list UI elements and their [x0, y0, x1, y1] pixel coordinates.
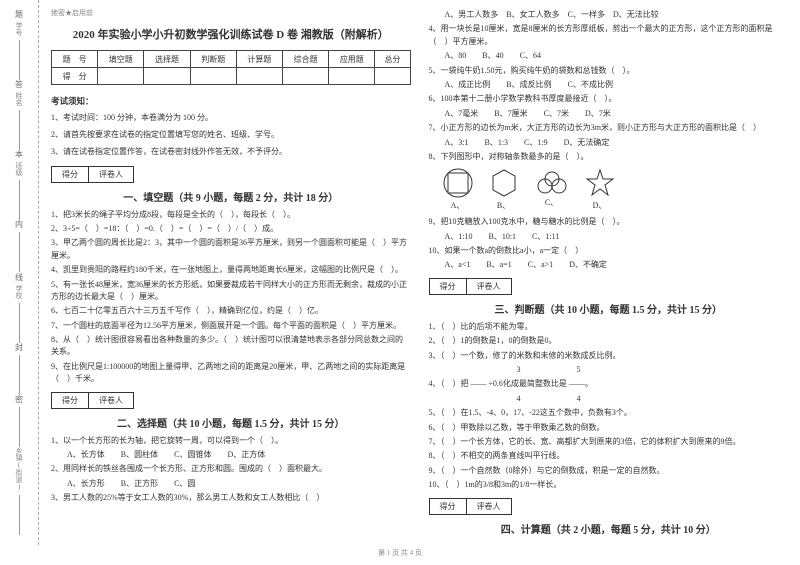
notice-3: 3、请在试卷指定位置作答，在试卷密封线外作答无效，不予评分。 — [51, 146, 411, 157]
s3-q4b: 4 4 — [429, 393, 789, 405]
score-col-2: 选择题 — [144, 51, 190, 68]
s2-q3o: A、男工人数多 B、女工人数多 C、一样多 D、无法比较 — [429, 9, 789, 21]
s3-q6: 6、（ ）甲数除以乙数，等于甲数乘乙数的倒数。 — [429, 422, 789, 434]
s2-q10o: A、a<1 B、a=1 C、a>1 D、不确定 — [429, 259, 789, 271]
shape-d: D、 — [585, 168, 615, 211]
scorebox-score: 得分 — [51, 166, 89, 183]
s2-q4: 4、用一块长是10厘米，宽是8厘米的长方形厚纸板，剪出一个最大的正方形，这个正方… — [429, 23, 789, 48]
score-col-5: 综合题 — [283, 51, 329, 68]
scorebox-grader-3: 评卷人 — [466, 278, 512, 295]
square-icon — [443, 168, 473, 198]
s1-q5: 5、有一张长48厘米，宽36厘米的长方形纸，如果要裁成若干同样大小的正方形而无剩… — [51, 279, 411, 304]
s3-q10: 10、（ ）1m的3/8和3m的1/8一样长。 — [429, 479, 789, 491]
shape-options: A、 B、 C、 D、 — [443, 168, 789, 211]
score-col-7: 总分 — [375, 51, 410, 68]
sidebar-slot-5: 封 — [14, 343, 25, 395]
left-column: 绝密★启用前 2020 年实验小学小升初数学强化训练试卷 D 卷 湘教版（附解析… — [51, 8, 411, 537]
scorebox-2: 得分 评卷人 — [51, 392, 411, 409]
s1-q3: 3、甲乙两个圆的周长比是2：3，其中一个圆的面积是36平方厘米，则另一个圆面积可… — [51, 237, 411, 262]
star-icon — [585, 168, 615, 198]
score-col-6: 应用题 — [329, 51, 375, 68]
section4-title: 四、计算题（共 2 小题，每题 5 分，共计 10 分） — [429, 521, 789, 536]
s2-q3: 3、男工人数的25%等于女工人数的30%，那么男工人数和女工人数相比（ ） — [51, 492, 411, 504]
s1-q4: 4、凯里到贵阳的路程约180千米，在一张地图上，量得两地距离长6厘米，这幅图的比… — [51, 264, 411, 276]
s2-q7o: A、3:1 B、1:3 C、1:9 D、无法确定 — [429, 137, 789, 149]
section1-title: 一、填空题（共 9 小题，每题 2 分，共计 18 分） — [51, 189, 411, 204]
scorebox-4: 得分 评卷人 — [429, 498, 789, 515]
s3-q3: 3、（ ）一个数，修了的米数和未修的米数成反比例。 — [429, 350, 789, 362]
score-col-4: 计算题 — [236, 51, 282, 68]
scorebox-grader: 评卷人 — [88, 166, 134, 183]
s2-q8: 8、下列图形中，对称轴条数最多的是（ ）。 — [429, 151, 789, 163]
sidebar-slot-6: 密 — [14, 395, 25, 447]
s2-q2o: A、长方形 B、正方形 C、圆 — [51, 478, 411, 490]
score-col-0: 题 号 — [52, 51, 98, 68]
s2-q9: 9、把10克糖放入100克水中，糖与糖水的比例是（ ）。 — [429, 216, 789, 228]
hexagon-icon — [489, 168, 519, 198]
sidebar-slot-0: 题学号 — [14, 10, 25, 80]
sidebar-slot-2: 本班级 — [14, 150, 25, 220]
s2-q1: 1、以一个长方形的长为轴，把它旋转一周，可以得到一个（ ）。 — [51, 435, 411, 447]
s3-q4a: 3 5 — [429, 364, 789, 376]
s3-q1: 1、（ ）比的后项不能为零。 — [429, 321, 789, 333]
score-row2: 得 分 — [52, 68, 98, 85]
score-col-3: 判断题 — [190, 51, 236, 68]
scorebox-grader-2: 评卷人 — [88, 392, 134, 409]
scorebox-grader-4: 评卷人 — [466, 498, 512, 515]
scorebox-score-4: 得分 — [429, 498, 467, 515]
s3-q5: 5、（ ）在1.5、-4、0，17、-22这五个数中，负数有3个。 — [429, 407, 789, 419]
scorebox-3: 得分 评卷人 — [429, 278, 789, 295]
s2-q9o: A、1:10 B、10:1 C、1:11 — [429, 231, 789, 243]
s2-q6o: A、7毫米 B、7厘米 C、7米 D、7米 — [429, 108, 789, 120]
s3-q7: 7、（ ）一个长方体，它的长、宽、高都扩大到原来的3倍，它的体积扩大到原来的9倍… — [429, 436, 789, 448]
main-content: 绝密★启用前 2020 年实验小学小升初数学强化训练试卷 D 卷 湘教版（附解析… — [39, 0, 800, 545]
page-footer: 第 1 页 共 4 页 — [0, 545, 800, 561]
shape-a: A、 — [443, 168, 473, 211]
s2-q10: 10、如果一个数a的倒数比a小，a一定（ ） — [429, 245, 789, 257]
right-column: A、男工人数多 B、女工人数多 C、一样多 D、无法比较 4、用一块长是10厘米… — [429, 8, 789, 537]
s1-q2: 2、3÷5=（ ）=18：（ ）=0.（ ）=（ ）=（ ）/（ ）成。 — [51, 223, 411, 235]
section2-title: 二、选择题（共 10 小题，每题 1.5 分，共计 15 分） — [51, 415, 411, 430]
shape-c: C、 — [535, 171, 569, 208]
sidebar-slot-3: 内 — [14, 220, 25, 272]
score-table: 题 号 填空题 选择题 判断题 计算题 综合题 应用题 总分 得 分 — [51, 50, 411, 85]
s3-q9: 9、（ ）一个自然数（0除外）与它的倒数成，积是一定的自然数。 — [429, 465, 789, 477]
s2-q4o: A、80 B、40 C、64 — [429, 50, 789, 62]
s2-q7: 7、小正方形的边长为m米，大正方形的边长为3m米，则小正方形与大正方形的面积比是… — [429, 122, 789, 134]
s2-q5: 5、一袋纯牛奶1.50元，购买纯牛奶的袋数和总钱数（ ）。 — [429, 65, 789, 77]
sidebar-slot-7: 乡镇(街道) — [14, 447, 24, 535]
s1-q9: 9、在比例尺是1:100000的地图上量得甲、乙两地之间的距离是20厘米，甲、乙… — [51, 361, 411, 386]
exam-title: 2020 年实验小学小升初数学强化训练试卷 D 卷 湘教版（附解析） — [51, 26, 411, 42]
confidential-label: 绝密★启用前 — [51, 8, 411, 18]
notice-title: 考试须知： — [51, 95, 411, 107]
scorebox-score-3: 得分 — [429, 278, 467, 295]
score-col-1: 填空题 — [98, 51, 144, 68]
s2-q2: 2、用同样长的铁丝各围成一个长方形、正方形和圆。围成的（ ）面积最大。 — [51, 463, 411, 475]
binding-sidebar: 题学号 答姓名 本班级 内 线学校 封 密 乡镇(街道) — [0, 0, 39, 545]
s2-q6: 6、100本第十二册小学数学教科书厚度最接近（ ）。 — [429, 93, 789, 105]
shape-b: B、 — [489, 168, 519, 211]
s1-q7: 7、一个圆柱的底面半径为12.56平方厘米，侧面展开是一个圆。每个平面的面积是（… — [51, 320, 411, 332]
s2-q1o: A、长方体 B、圆柱体 C、圆锥体 D、正方体 — [51, 449, 411, 461]
scorebox-1: 得分 评卷人 — [51, 166, 411, 183]
scorebox-score-2: 得分 — [51, 392, 89, 409]
s1-q6: 6、七百二十亿零五百六十三万五千写作（ ），精确到亿位，约是（ ）亿。 — [51, 305, 411, 317]
s3-q2: 2、（ ）1的倒数是1，0的倒数是0。 — [429, 335, 789, 347]
exam-page: 题学号 答姓名 本班级 内 线学校 封 密 乡镇(街道) 绝密★启用前 2020… — [0, 0, 800, 545]
notice-2: 2、请首先按要求在试卷的指定位置填写您的姓名、班级、学号。 — [51, 129, 411, 140]
s2-q5o: A、成正比例 B、成反比例 C、不成比例 — [429, 79, 789, 91]
sidebar-slot-1: 答姓名 — [14, 80, 25, 150]
s1-q8: 8、从（ ）统计图很容易看出各种数量的多少。（ ）统计图可以很清楚地表示各部分同… — [51, 334, 411, 359]
s3-q4: 4、（ ）把 —— ÷0.6化成最简整数比是 ——。 — [429, 378, 789, 390]
section3-title: 三、判断题（共 10 小题，每题 1.5 分，共计 15 分） — [429, 301, 789, 316]
s3-q8: 8、（ ）不相交的两条直线叫平行线。 — [429, 450, 789, 462]
circles-icon — [535, 171, 569, 195]
s1-q1: 1、把3米长的绳子平均分成8段，每段是全长的（ ），每段长（ ）。 — [51, 209, 411, 221]
notice-1: 1、考试时间：100 分钟，本卷满分为 100 分。 — [51, 112, 411, 123]
sidebar-slot-4: 线学校 — [14, 273, 25, 343]
